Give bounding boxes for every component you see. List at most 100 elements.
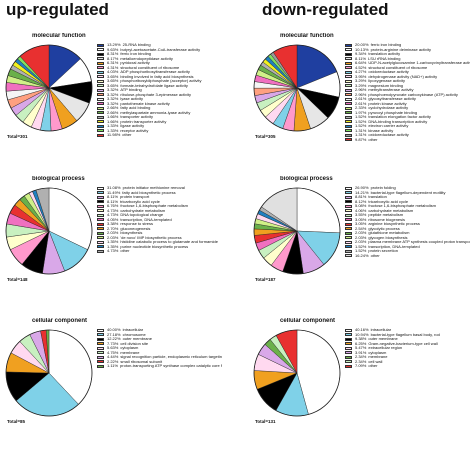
- legend-entry: 8.11% tricarboxylic acid cycle: [97, 200, 222, 205]
- legend-percent: 6.76%: [107, 204, 119, 208]
- legend-entry: 10.13% protein-arginine deiminase activit…: [345, 48, 470, 53]
- legend-percent: 7.09%: [355, 364, 367, 368]
- legend-label: pantothenate kinase activity: [120, 101, 170, 106]
- legend-swatch: [97, 129, 104, 133]
- legend-entry: 8.17% metalloendopeptidase activity: [97, 57, 222, 62]
- legend-swatch: [97, 209, 104, 213]
- legend-swatch: [345, 52, 352, 56]
- legend-percent: 1.35%: [107, 240, 119, 244]
- legend-swatch: [97, 186, 104, 190]
- legend-label: DNA-binding transcription activity: [368, 119, 428, 124]
- legend-entry: 1.52% transcription, DNA-templated: [345, 245, 470, 250]
- legend-percent: 8.11%: [355, 56, 367, 61]
- legend-percent: 5.63%: [107, 346, 119, 350]
- legend-entry: 8.11% LSU rRNA binding: [345, 57, 470, 62]
- legend-percent: 4.73%: [107, 213, 119, 217]
- legend-entry: 3.29% lipoxygenase activity: [345, 79, 470, 84]
- legend-entry: 1.33% receptor activity: [97, 129, 222, 134]
- legend-swatch: [345, 204, 352, 208]
- legend-swatch: [97, 84, 104, 88]
- legend-swatch: [97, 43, 104, 47]
- panel-down-cellular-component: cellular component Total=131 40.16% intrace…: [252, 318, 470, 458]
- legend-entry: 4.03% ADP phosphoribosyltransferase activ…: [97, 70, 222, 75]
- legend-label: arginine biosynthetic process: [368, 222, 420, 226]
- total-label: Total=148: [7, 277, 28, 282]
- legend-percent: 3.91%: [355, 350, 367, 355]
- legend-swatch: [97, 195, 104, 199]
- total-label: Total=187: [255, 277, 276, 282]
- chart-title: molecular function: [32, 33, 86, 39]
- legend-swatch: [345, 328, 352, 332]
- legend-percent: 1.52%: [355, 115, 367, 119]
- legend-percent: 9.34%: [355, 52, 367, 56]
- legend-percent: 11.49%: [107, 190, 121, 195]
- legend-entry: 40.16% intracellular: [345, 328, 470, 333]
- legend-entry: 3.38% response to stress: [97, 222, 222, 227]
- legend-label: glycogen biosynthesis: [368, 235, 408, 240]
- legend-entry: 3.65% binding involved in fatty acid bios…: [97, 75, 222, 80]
- legend-swatch: [345, 115, 352, 119]
- legend-label: fatty acid biosynthetic process: [122, 190, 176, 195]
- legend-percent: 4.73%: [107, 208, 119, 213]
- legend-entry: 2.66% methylaspartate ammonia-lyase activ…: [97, 111, 222, 116]
- legend-entry: 2.03% biosynthesis: [97, 231, 222, 236]
- legend-label: cytoplasm: [120, 346, 139, 350]
- legend-swatch: [345, 351, 352, 355]
- legend-label: electron carrier activity: [368, 124, 409, 128]
- legend-entry: 7.73% cell division site: [97, 342, 222, 347]
- legend-swatch: [97, 333, 104, 337]
- panel-up-molecular-function: molecular function Total=301 13.29% 25-RNA …: [4, 33, 222, 173]
- legend-label: response to stress: [120, 222, 154, 226]
- legend-entry: 3.55% peptide metabolism: [345, 213, 470, 218]
- legend-swatch: [345, 218, 352, 222]
- legend-label: cell division site: [120, 341, 149, 346]
- legend-percent: 6.64%: [355, 61, 367, 65]
- legend-label: transcription, DNA-templated: [368, 244, 420, 249]
- legend-entry: 9.87% other: [345, 138, 470, 143]
- legend-percent: 2.61%: [355, 97, 367, 101]
- legend-percent: 3.55%: [355, 213, 367, 217]
- legend-swatch: [97, 342, 104, 346]
- pie-chart: [253, 44, 341, 132]
- legend-swatch: [345, 342, 352, 346]
- panel-down-biological-process: biological process Total=187 26.90% protein…: [252, 176, 470, 316]
- pie-chart: [5, 187, 93, 275]
- legend-label: ribulose-phosphate 3-epimerase activity: [120, 92, 192, 97]
- legend-swatch: [345, 209, 352, 213]
- legend-percent: 1.66%: [107, 115, 119, 119]
- legend-percent: 8.31%: [107, 52, 119, 56]
- legend-swatch: [97, 97, 104, 101]
- legend-entry: 5.08% fructose 1,6-bisphosphate metabolis…: [345, 204, 470, 209]
- legend-swatch: [345, 120, 352, 124]
- legend-label: magnesium binding: [368, 83, 404, 88]
- chart-title: cellular component: [32, 318, 88, 324]
- pie-chart: [253, 187, 341, 275]
- legend-label: metalloendopeptidase activity: [120, 56, 173, 61]
- legend-swatch: [97, 102, 104, 106]
- legend-percent: 3.65%: [107, 74, 119, 79]
- legend-swatch: [345, 79, 352, 83]
- legend-swatch: [97, 249, 104, 253]
- legend-label: outer membrane: [368, 337, 398, 341]
- legend-label: small ribosomal subunit: [120, 359, 163, 364]
- legend-percent: 3.65%: [107, 79, 119, 83]
- legend-entry: 2.33% cyclohydrolase activity: [345, 106, 470, 111]
- legend: 40.00% intracellular 27.18% chromosome 12.22…: [97, 328, 222, 369]
- legend-entry: 9.38% outer membrane: [345, 337, 470, 342]
- legend-percent: 3.38%: [107, 222, 119, 226]
- chart-title: cellular component: [280, 318, 336, 324]
- legend-entry: 1.52% electron carrier activity: [345, 124, 470, 129]
- legend-swatch: [97, 360, 104, 364]
- legend-entry: 6.25% Gram-negative-bacterium-type cell w…: [345, 342, 470, 347]
- legend-swatch: [97, 111, 104, 115]
- legend-swatch: [345, 245, 352, 249]
- legend-percent: 12.22%: [107, 337, 121, 341]
- legend-swatch: [345, 70, 352, 74]
- legend-percent: 27.18%: [107, 332, 121, 337]
- legend-swatch: [345, 346, 352, 350]
- legend-label: lipoxygenase activity: [368, 79, 406, 83]
- legend-swatch: [97, 204, 104, 208]
- legend-percent: 1.66%: [107, 119, 119, 124]
- legend-label: bacterial-type flagellum basal body, rod: [370, 332, 440, 337]
- legend-label: outer membrane: [122, 337, 152, 341]
